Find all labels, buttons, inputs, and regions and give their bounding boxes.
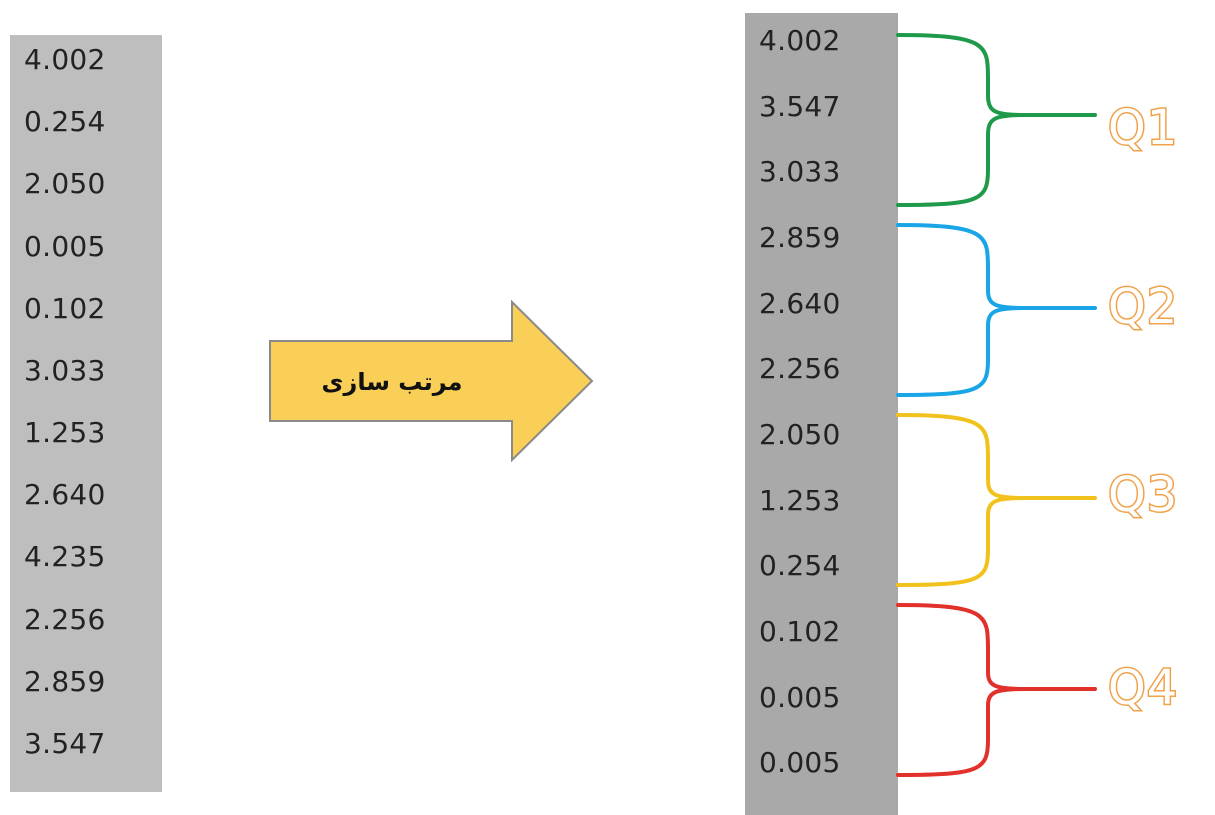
sort-arrow-icon (269, 300, 594, 462)
unsorted-value: 1.253 (24, 416, 106, 450)
quartile-brace-q2 (896, 223, 1097, 397)
unsorted-value: 3.547 (24, 726, 106, 760)
sorted-value: 1.253 (759, 483, 841, 517)
sorted-value: 0.005 (759, 746, 841, 780)
quartile-label-q3: Q3 (1106, 467, 1179, 523)
unsorted-value: 3.033 (24, 353, 106, 387)
unsorted-value: 4.235 (24, 540, 106, 574)
sorted-value: 0.005 (759, 680, 841, 714)
sorted-value: 0.254 (759, 549, 841, 583)
sorted-value: 0.102 (759, 615, 841, 649)
sorted-value: 3.033 (759, 155, 841, 189)
quartile-label-q2: Q2 (1106, 279, 1179, 335)
arrow-shape (269, 300, 594, 462)
unsorted-value: 0.102 (24, 291, 106, 325)
sorted-value: 3.547 (759, 89, 841, 123)
arrow-label: مرتب سازی (321, 368, 463, 396)
quartile-brace-q4 (896, 603, 1097, 777)
unsorted-value: 0.254 (24, 105, 106, 139)
unsorted-value: 2.256 (24, 602, 106, 636)
sorted-value: 2.859 (759, 221, 841, 255)
quartile-label-q1: Q1 (1106, 100, 1179, 156)
unsorted-value: 2.050 (24, 167, 106, 201)
quartile-brace-q1 (896, 33, 1097, 207)
sorted-value: 2.640 (759, 286, 841, 320)
sorted-values-column: 4.002 3.547 3.033 2.859 2.640 2.256 2.05… (745, 13, 898, 815)
quartile-brace-q3 (896, 413, 1097, 587)
quartile-label-q4: Q4 (1106, 660, 1179, 716)
unsorted-value: 4.002 (24, 43, 106, 76)
sorted-value: 2.050 (759, 418, 841, 452)
unsorted-value: 2.640 (24, 478, 106, 512)
sorted-value: 4.002 (759, 24, 841, 57)
unsorted-values-column: 4.002 0.254 2.050 0.005 0.102 3.033 1.25… (10, 35, 162, 792)
sorted-value: 2.256 (759, 352, 841, 386)
unsorted-value: 2.859 (24, 664, 106, 698)
unsorted-value: 0.005 (24, 229, 106, 263)
